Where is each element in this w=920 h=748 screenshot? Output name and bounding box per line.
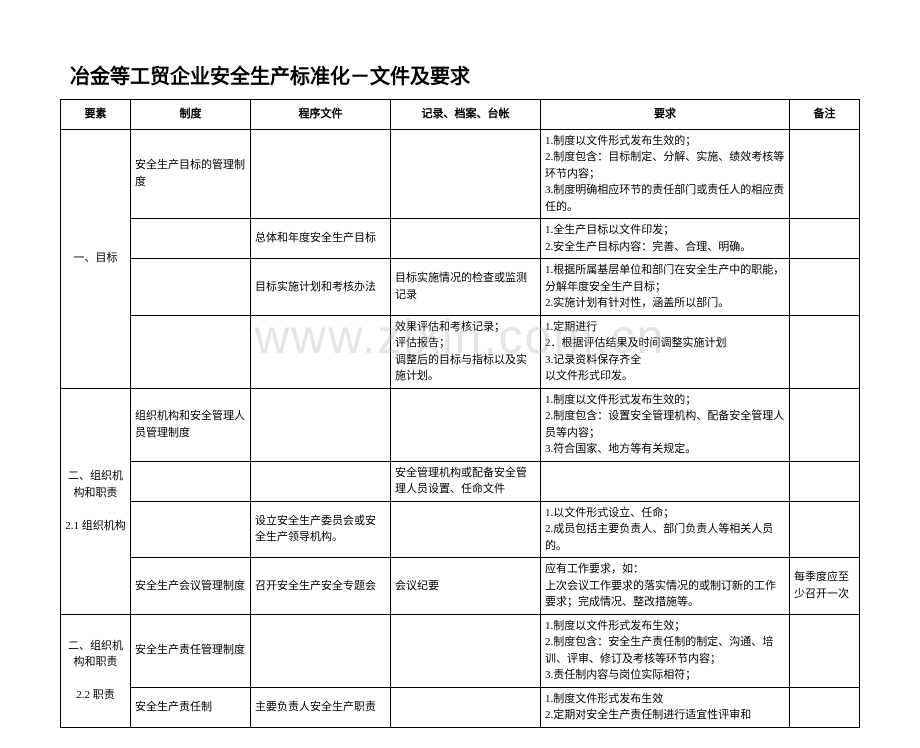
cell-chengxu: 目标实施计划和考核办法 [251,259,391,316]
cell-yaoqiu: 1.全生产目标以文件印发； 2.安全生产目标内容：完善、合理、明确。 [541,219,790,259]
main-table: 要素 制度 程序文件 记录、档案、台帐 要求 备注 一、目标 安全生产目标的管理… [60,99,860,728]
cell-beizhu: 每季度应至少召开一次 [790,558,860,615]
cell-yaoqiu: 1.定期进行 2．根据评估结果及时间调整实施计划 3.记录资料保存齐全 以文件形… [541,315,790,388]
table-row: 效果评估和考核记录； 评估报告； 调整后的目标与指标以及实施计划。 1.定期进行… [61,315,860,388]
cell-yaoqiu: 应有工作要求，如： 上次会议工作要求的落实情况的或制订新的工作要求；完成情况、整… [541,558,790,615]
cell-yaoqiu: 1.以文件形式设立、任命； 2.成员包括主要负责人、部门负责人等相关人员的。 [541,501,790,558]
table-row: 安全管理机构或配备安全管理人员设置、任命文件 [61,461,860,501]
cell-yaoqiu: 1.制度文件形式发布生效 2.定期对安全生产责任制进行适宜性评审和 [541,687,790,727]
header-chengxu: 程序文件 [251,100,391,130]
header-yaoqiu: 要求 [541,100,790,130]
cell-yaosu: 一、目标 [61,129,131,388]
header-jilu: 记录、档案、台帐 [391,100,541,130]
cell-chengxu: 总体和年度安全生产目标 [251,219,391,259]
cell-chengxu: 主要负责人安全生产职责 [251,687,391,727]
cell-yaosu: 二、组织机构和职责 2.1 组织机构 [61,388,131,614]
header-yaosu: 要素 [61,100,131,130]
cell-jilu: 安全管理机构或配备安全管理人员设置、任命文件 [391,461,541,501]
table-row: 一、目标 安全生产目标的管理制度 1.制度以文件形式发布生效的； 2.制度包含：… [61,129,860,219]
table-row: 安全生产会议管理制度 召开安全生产安全专题会 会议纪要 应有工作要求，如： 上次… [61,558,860,615]
table-row: 安全生产责任制 主要负责人安全生产职责 1.制度文件形式发布生效 2.定期对安全… [61,687,860,727]
cell-zhidu: 组织机构和安全管理人员管理制度 [131,388,251,461]
cell-yaoqiu: 1.制度以文件形式发布生效的； 2.制度包含：设置安全管理机构、配备安全管理人员… [541,388,790,461]
cell-yaosu: 二、组织机构和职责 2.2 职责 [61,614,131,727]
table-row: 设立安全生产委员会或安全生产领导机构。 1.以文件形式设立、任命； 2.成员包括… [61,501,860,558]
table-row: 二、组织机构和职责 2.1 组织机构 组织机构和安全管理人员管理制度 1.制度以… [61,388,860,461]
cell-jilu: 效果评估和考核记录； 评估报告； 调整后的目标与指标以及实施计划。 [391,315,541,388]
cell-jilu: 会议纪要 [391,558,541,615]
cell-chengxu: 设立安全生产委员会或安全生产领导机构。 [251,501,391,558]
cell-chengxu: 召开安全生产安全专题会 [251,558,391,615]
table-row: 总体和年度安全生产目标 1.全生产目标以文件印发； 2.安全生产目标内容：完善、… [61,219,860,259]
page-title: 冶金等工贸企业安全生产标准化－文件及要求 [60,60,860,89]
header-zhidu: 制度 [131,100,251,130]
table-row: 目标实施计划和考核办法 目标实施情况的检查或监测记录 1.根据所属基层单位和部门… [61,259,860,316]
cell-yaoqiu: 1.制度以文件形式发布生效的； 2.制度包含：目标制定、分解、实施、绩效考核等环… [541,129,790,219]
cell-yaoqiu: 1.根据所属基层单位和部门在安全生产中的职能，分解年度安全生产目标； 2.实施计… [541,259,790,316]
header-beizhu: 备注 [790,100,860,130]
cell-zhidu: 安全生产目标的管理制度 [131,129,251,219]
cell-zhidu: 安全生产会议管理制度 [131,558,251,615]
table-header-row: 要素 制度 程序文件 记录、档案、台帐 要求 备注 [61,100,860,130]
cell-zhidu: 安全生产责任制 [131,687,251,727]
cell-jilu: 目标实施情况的检查或监测记录 [391,259,541,316]
